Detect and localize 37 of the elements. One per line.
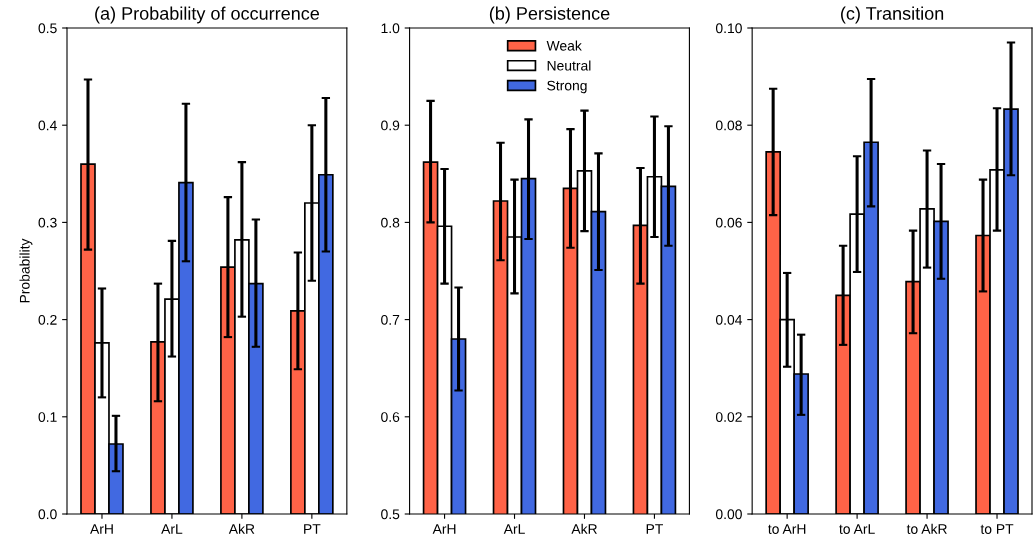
y-tick-label: 0.02	[715, 412, 742, 422]
x-tick-label: to PT	[980, 524, 1014, 534]
legend-label: Weak	[546, 40, 582, 51]
x-tick-label: to ArL	[839, 524, 875, 534]
y-tick-label: 0.10	[715, 23, 742, 34]
x-tick-label: AkR	[571, 523, 597, 534]
y-tick-label: 0.5	[381, 509, 400, 520]
y-tick-label: 0.6	[381, 412, 400, 422]
x-tick-label: AkR	[228, 523, 255, 534]
chart-title: (a) Probability of occurrence	[95, 6, 320, 24]
x-tick-label: ArH	[432, 524, 456, 534]
y-tick-label: 0.8	[381, 217, 400, 228]
legend-label: Neutral	[547, 60, 591, 71]
y-tick-label: 0.04	[715, 314, 743, 325]
x-tick-label: to ArH	[768, 524, 806, 534]
y-axis-title: Probability	[19, 238, 33, 303]
x-tick-label: to AkR	[906, 523, 947, 534]
y-tick-label: 1.0	[381, 23, 400, 34]
y-tick-label: 0.00	[715, 509, 742, 520]
chart-title: (c) Transition	[841, 6, 944, 24]
x-tick-label: PT	[646, 524, 663, 534]
x-tick-label: ArL	[503, 524, 525, 534]
chart-title: (b) Persistence	[489, 6, 610, 24]
y-tick-label: 0.06	[715, 217, 742, 228]
y-tick-label: 0.7	[381, 314, 400, 325]
y-tick-label: 0.0	[38, 509, 57, 520]
y-tick-label: 0.3	[38, 217, 57, 228]
y-tick-label: 0.9	[381, 120, 400, 131]
x-tick-label: ArH	[90, 524, 113, 534]
y-tick-label: 0.2	[38, 314, 57, 325]
legend-label: Strong	[547, 80, 587, 94]
y-tick-label: 0.08	[715, 120, 742, 131]
y-tick-label: 0.4	[38, 120, 57, 131]
x-tick-label: PT	[304, 524, 321, 534]
y-tick-label: 0.1	[38, 412, 57, 422]
y-tick-label: 0.5	[38, 23, 57, 34]
x-tick-label: ArL	[161, 524, 183, 534]
